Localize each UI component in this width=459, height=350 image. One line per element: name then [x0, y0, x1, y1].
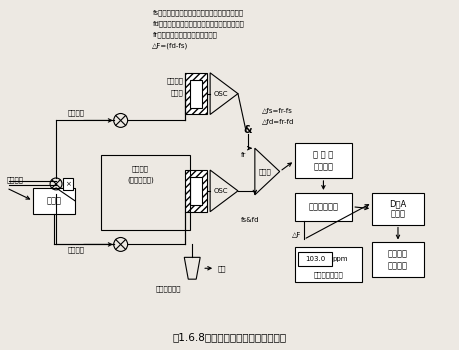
- Text: ミキサ: ミキサ: [258, 168, 270, 175]
- Text: 基準水晶: 基準水晶: [166, 77, 183, 84]
- Text: &: &: [243, 125, 252, 135]
- Bar: [101, 155, 190, 230]
- Text: フローメータ: フローメータ: [155, 286, 180, 292]
- Text: ppm: ppm: [332, 256, 347, 262]
- Text: OSC: OSC: [213, 188, 228, 194]
- Text: fr: fr: [240, 152, 246, 158]
- Bar: [371, 193, 423, 225]
- Text: △fs=fr-fs: △fs=fr-fs: [261, 107, 292, 113]
- Bar: [185, 170, 207, 212]
- Bar: [294, 143, 352, 178]
- Text: OSC: OSC: [213, 91, 228, 97]
- Text: fs&fd: fs&fd: [241, 217, 259, 223]
- Text: △fd=fr-fd: △fd=fr-fd: [261, 118, 294, 125]
- Text: fs：測定ガスに対する水分センサの発振周波数: fs：測定ガスに対する水分センサの発振周波数: [152, 9, 243, 16]
- Text: 記憶・計算器: 記憶・計算器: [308, 202, 338, 211]
- Text: ×: ×: [65, 181, 71, 187]
- Text: fd：乾燥ガスに対する水分センサの発振周波数: fd：乾燥ガスに対する水分センサの発振周波数: [152, 20, 244, 27]
- Text: 変換器: 変換器: [390, 210, 404, 218]
- Bar: [297, 252, 332, 266]
- Text: 排気: 排気: [218, 265, 226, 272]
- Bar: [185, 73, 207, 114]
- Bar: [63, 178, 73, 190]
- Text: 測定セル: 測定セル: [132, 166, 149, 172]
- Text: D／A: D／A: [388, 199, 406, 208]
- Text: 測定ガス: 測定ガス: [68, 109, 85, 116]
- Bar: [371, 243, 423, 277]
- Text: 発振子: 発振子: [170, 89, 183, 96]
- Bar: [190, 177, 202, 205]
- Text: レコーダ: レコーダ: [387, 261, 407, 270]
- Bar: [294, 193, 352, 220]
- Text: アナログ: アナログ: [387, 250, 407, 259]
- Bar: [33, 188, 75, 214]
- Text: 周 波 数: 周 波 数: [313, 150, 333, 159]
- Text: 乾燥器: 乾燥器: [46, 196, 62, 205]
- Text: ディジタル表示: ディジタル表示: [313, 271, 342, 278]
- Text: △F=(fd-fs): △F=(fd-fs): [152, 42, 188, 49]
- Text: (水分センサ): (水分センサ): [127, 177, 154, 183]
- Text: △F: △F: [291, 231, 301, 238]
- Text: fr：基準水晶発振子の発振周波数: fr：基準水晶発振子の発振周波数: [152, 31, 217, 38]
- Text: 試料ガス: 試料ガス: [6, 177, 23, 183]
- Text: カウンタ: カウンタ: [313, 162, 333, 171]
- Bar: [190, 80, 202, 107]
- Text: 乾燥ガス: 乾燥ガス: [68, 246, 85, 253]
- Text: 図1.6.8　水晶発振式水分計の構成例: 図1.6.8 水晶発振式水分計の構成例: [173, 332, 286, 342]
- Bar: [294, 247, 361, 282]
- Text: 103.0: 103.0: [305, 256, 325, 262]
